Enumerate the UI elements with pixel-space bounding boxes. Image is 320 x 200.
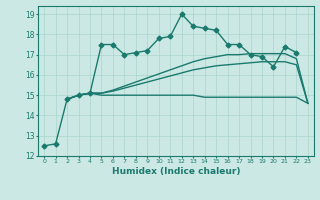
- X-axis label: Humidex (Indice chaleur): Humidex (Indice chaleur): [112, 167, 240, 176]
